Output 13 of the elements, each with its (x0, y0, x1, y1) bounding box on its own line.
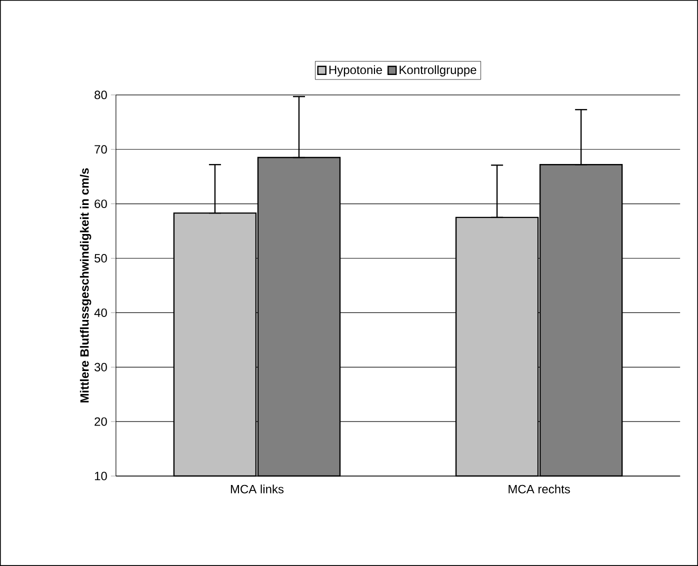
legend-label: Hypotonie (329, 65, 382, 76)
y-tick-label: 80 (94, 90, 107, 100)
y-tick-label: 50 (94, 254, 107, 263)
y-tick-label: 40 (94, 308, 107, 317)
y-tick-label: 10 (94, 472, 107, 480)
y-tick-label: 20 (94, 417, 107, 426)
x-tick-label: MCA links (230, 484, 284, 494)
y-tick-label: 70 (94, 145, 107, 154)
y-tick-label: 30 (94, 362, 107, 372)
x-tick-label: MCA rechts (508, 484, 570, 494)
y-tick-label: 60 (94, 200, 107, 208)
legend-label: Kontrollgruppe (400, 65, 476, 76)
y-axis-title: Mittlere Blutflussgeschwindigkeit in cm/s (80, 168, 92, 402)
